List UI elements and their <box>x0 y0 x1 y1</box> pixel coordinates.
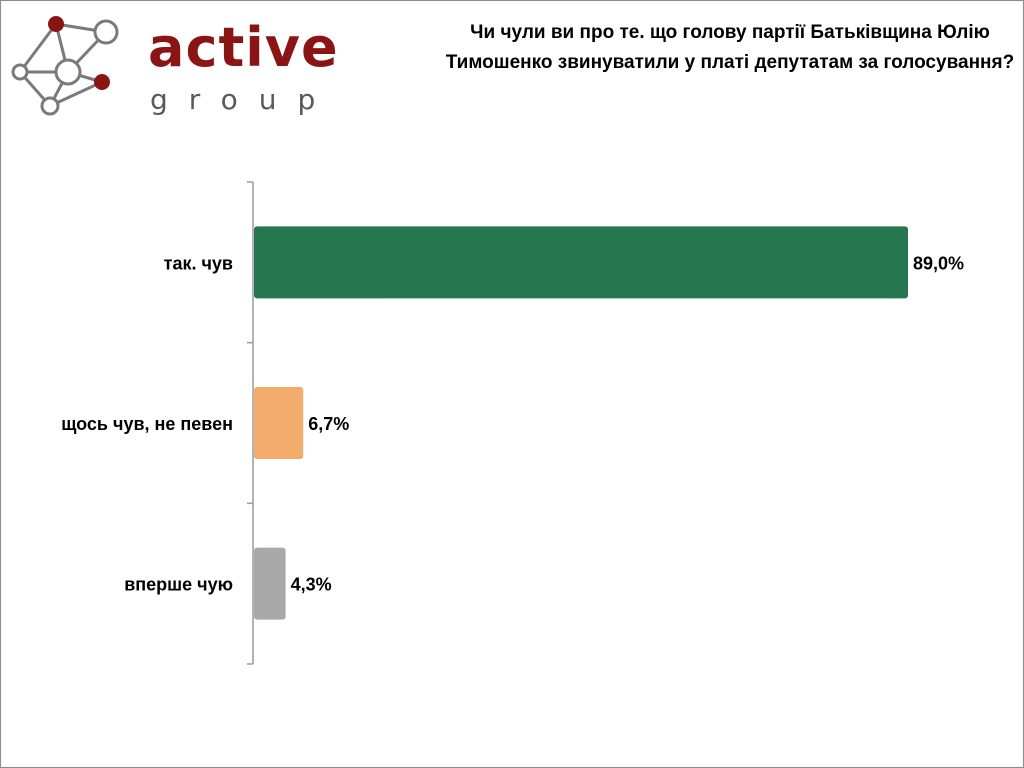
network-logo-icon <box>11 16 119 116</box>
data-label: 4,3% <box>291 575 332 595</box>
logo-subtitle: group <box>150 83 337 116</box>
active-group-logo: active group <box>8 8 338 120</box>
bar <box>254 547 286 620</box>
category-label: так. чув <box>164 253 233 273</box>
data-label: 89,0% <box>913 253 964 273</box>
chart-title: Чи чули ви про те. що голову партії Бать… <box>445 22 1015 73</box>
logo-wordmark: active <box>148 16 339 79</box>
category-label: щось чув, не певен <box>61 414 233 434</box>
bar <box>254 226 908 299</box>
category-label: вперше чую <box>124 575 233 595</box>
data-label: 6,7% <box>308 414 349 434</box>
bar <box>254 387 304 459</box>
